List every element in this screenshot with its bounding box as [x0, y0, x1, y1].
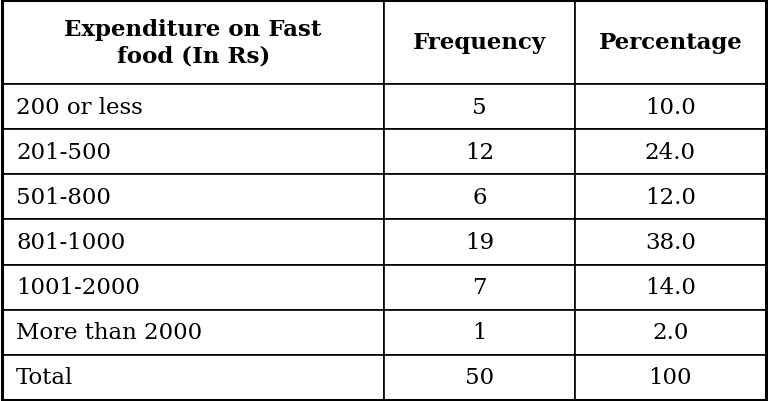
Polygon shape — [574, 355, 766, 400]
Polygon shape — [2, 175, 384, 220]
Text: 7: 7 — [472, 276, 487, 298]
Text: 100: 100 — [648, 367, 692, 388]
Text: More than 2000: More than 2000 — [16, 321, 202, 343]
Text: 201-500: 201-500 — [16, 142, 111, 163]
Polygon shape — [2, 310, 384, 355]
Text: 12.0: 12.0 — [645, 186, 696, 209]
Polygon shape — [2, 220, 384, 265]
Text: Expenditure on Fast
food (In Rs): Expenditure on Fast food (In Rs) — [65, 18, 322, 67]
Polygon shape — [384, 130, 574, 175]
Polygon shape — [574, 220, 766, 265]
Text: 501-800: 501-800 — [16, 186, 111, 209]
Text: 24.0: 24.0 — [645, 142, 696, 163]
Polygon shape — [384, 220, 574, 265]
Text: 12: 12 — [465, 142, 494, 163]
Polygon shape — [384, 175, 574, 220]
Polygon shape — [574, 85, 766, 130]
Polygon shape — [574, 175, 766, 220]
Polygon shape — [574, 130, 766, 175]
Polygon shape — [574, 265, 766, 310]
Text: 14.0: 14.0 — [645, 276, 696, 298]
Polygon shape — [384, 265, 574, 310]
Polygon shape — [384, 310, 574, 355]
Polygon shape — [2, 1, 384, 85]
Polygon shape — [384, 1, 574, 85]
Polygon shape — [2, 130, 384, 175]
Text: 5: 5 — [472, 96, 487, 118]
Polygon shape — [2, 355, 384, 400]
Text: Total: Total — [16, 367, 74, 388]
Polygon shape — [2, 265, 384, 310]
Text: 50: 50 — [465, 367, 494, 388]
Text: 19: 19 — [465, 231, 494, 253]
Polygon shape — [574, 1, 766, 85]
Text: 38.0: 38.0 — [645, 231, 696, 253]
Text: 10.0: 10.0 — [645, 96, 696, 118]
Text: 1001-2000: 1001-2000 — [16, 276, 140, 298]
Polygon shape — [384, 355, 574, 400]
Text: 1: 1 — [472, 321, 487, 343]
Text: Percentage: Percentage — [598, 32, 742, 54]
Polygon shape — [574, 310, 766, 355]
Polygon shape — [2, 85, 384, 130]
Text: 6: 6 — [472, 186, 487, 209]
Text: 801-1000: 801-1000 — [16, 231, 125, 253]
Polygon shape — [384, 85, 574, 130]
Text: Frequency: Frequency — [412, 32, 546, 54]
Text: 2.0: 2.0 — [652, 321, 688, 343]
Text: 200 or less: 200 or less — [16, 96, 143, 118]
